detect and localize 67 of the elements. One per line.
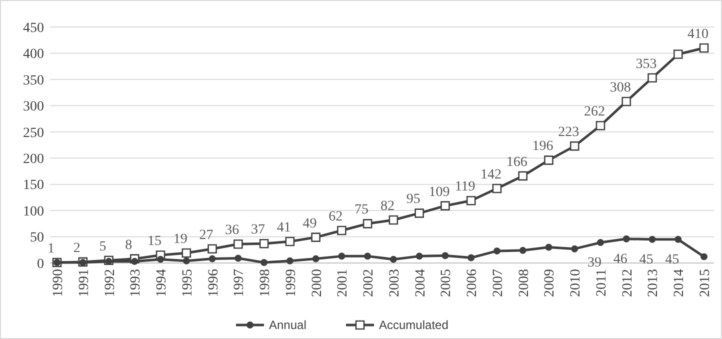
- data-label: 1: [48, 241, 54, 256]
- x-tick-label: 2014: [672, 269, 688, 297]
- x-tick-label: 2009: [542, 269, 558, 297]
- data-label: 196: [532, 139, 554, 154]
- x-tick-label: 1990: [51, 269, 66, 297]
- x-tick-label: 1998: [258, 269, 274, 297]
- x-tick-label: 2004: [413, 269, 428, 297]
- data-label: 39: [587, 256, 602, 271]
- data-label: 8: [125, 238, 132, 253]
- data-label: 2: [73, 240, 80, 256]
- x-tick-label: 1991: [76, 269, 92, 297]
- y-tick-label: 50: [30, 230, 44, 246]
- legend-label: Annual: [269, 318, 306, 332]
- x-tick-label: 2007: [490, 269, 506, 297]
- x-tick-label: 1999: [284, 269, 299, 297]
- data-label: 15: [148, 234, 162, 250]
- y-tick-label: 100: [23, 204, 44, 220]
- x-tick-label: 2006: [465, 269, 480, 297]
- y-tick-label: 250: [23, 126, 44, 141]
- x-tick-label: 2011: [594, 269, 610, 296]
- data-label: 308: [610, 80, 631, 96]
- x-tick-label: 2008: [516, 269, 532, 297]
- y-tick-label: 350: [23, 73, 44, 88]
- data-label: 27: [199, 228, 214, 243]
- y-tick-label: 300: [23, 100, 44, 115]
- x-tick-label: 1995: [180, 269, 196, 297]
- x-tick-label: 2005: [439, 269, 454, 297]
- data-label: 223: [558, 125, 580, 140]
- data-label: 49: [302, 216, 317, 232]
- data-label: 19: [173, 232, 188, 248]
- x-tick-label: 2010: [568, 269, 584, 297]
- legend-label: Accumulated: [379, 318, 448, 332]
- x-tick-label: 2015: [698, 269, 713, 297]
- data-label: 62: [328, 209, 343, 224]
- data-label: 75: [354, 202, 369, 218]
- y-tick-label: 450: [23, 20, 44, 36]
- data-label: 46: [613, 252, 628, 267]
- x-tick-label: 2003: [387, 269, 402, 297]
- data-label: 119: [454, 180, 476, 195]
- x-tick-label: 2000: [310, 269, 325, 297]
- data-label: 41: [276, 220, 291, 236]
- data-label: 45: [639, 252, 654, 268]
- x-tick-label: 2002: [362, 269, 377, 297]
- x-tick-label: 1996: [206, 269, 222, 297]
- x-tick-label: 1994: [154, 269, 170, 297]
- data-label: 36: [225, 223, 240, 238]
- data-label: 262: [584, 104, 605, 120]
- data-label: 5: [99, 239, 106, 254]
- x-tick-label: 2012: [620, 269, 636, 297]
- x-tick-label: 2013: [646, 269, 662, 297]
- x-tick-label: 1993: [128, 269, 144, 297]
- x-tick-label: 2001: [336, 269, 351, 297]
- data-label: 410: [688, 26, 708, 42]
- data-label: 353: [636, 56, 657, 72]
- data-label: 166: [506, 154, 528, 170]
- y-tick-label: 200: [23, 152, 44, 168]
- y-tick-label: 150: [23, 178, 44, 194]
- data-label: 37: [251, 222, 266, 238]
- x-tick-label: 1997: [232, 269, 248, 297]
- data-label: 45: [665, 252, 680, 268]
- y-tick-label: 0: [37, 256, 44, 272]
- x-tick-label: 1992: [102, 269, 118, 297]
- data-label: 82: [380, 198, 394, 214]
- data-label: 109: [428, 184, 450, 200]
- data-label: 142: [480, 168, 502, 183]
- y-tick-label: 400: [23, 47, 44, 62]
- data-label: 95: [406, 192, 420, 208]
